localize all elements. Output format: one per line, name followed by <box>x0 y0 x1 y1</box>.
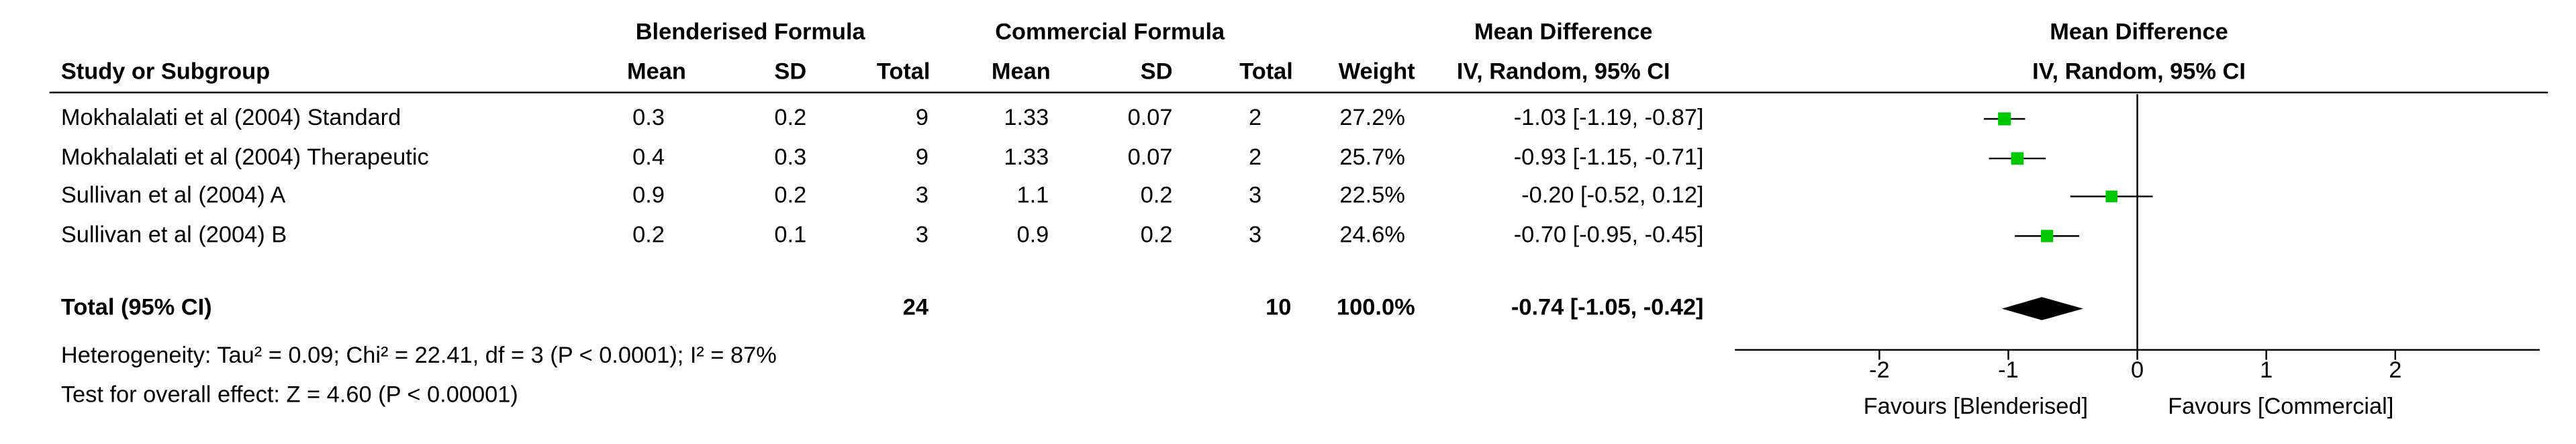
favours-label: Favours [Blenderised] <box>1864 394 2088 419</box>
x-tick-label: 1 <box>2260 357 2273 383</box>
cell: 0.2 <box>632 222 665 247</box>
cell: 0.2 <box>1141 222 1173 247</box>
effect-square <box>1998 112 2011 126</box>
total-cell: 100.0% <box>1337 295 1415 320</box>
effect-square <box>2040 230 2054 242</box>
column-header: Study or Subgroup <box>61 58 270 84</box>
study-name: Mokhalalati et al (2004) Standard <box>61 105 401 130</box>
column-header: Mean <box>627 58 686 84</box>
column-header: SD <box>1141 58 1173 84</box>
cell: 0.2 <box>1141 183 1173 208</box>
study-name: Mokhalalati et al (2004) Therapeutic <box>61 144 429 170</box>
cell: 0.1 <box>774 222 806 247</box>
x-tick-label: 0 <box>2131 357 2144 383</box>
total-cell: 24 <box>903 295 928 320</box>
cell: 2 <box>1249 144 1261 170</box>
note: Heterogeneity: Tau² = 0.09; Chi² = 22.41… <box>61 343 777 368</box>
total-label: Total (95% CI) <box>61 295 212 320</box>
cell: 0.9 <box>1017 222 1049 247</box>
column-header: IV, Random, 95% CI <box>1457 58 1670 84</box>
column-header: Mean Difference <box>1474 19 1653 44</box>
column-header: Total <box>1239 58 1293 84</box>
favours-label: Favours [Commercial] <box>2168 394 2393 419</box>
cell: -0.93 [-1.15, -0.71] <box>1514 144 1704 170</box>
note: Test for overall effect: Z = 4.60 (P < 0… <box>61 382 518 408</box>
effect-square <box>2011 152 2024 165</box>
cell: 0.3 <box>774 144 806 170</box>
group-header: Blenderised Formula <box>636 19 866 44</box>
cell: 9 <box>916 105 928 130</box>
column-header: Total <box>877 58 931 84</box>
plot-subtitle: IV, Random, 95% CI <box>2032 58 2246 84</box>
cell: 0.07 <box>1128 105 1173 130</box>
plot-title: Mean Difference <box>2050 19 2228 44</box>
cell: 9 <box>916 144 928 170</box>
cell: 22.5% <box>1339 183 1404 208</box>
cell: 0.2 <box>774 183 806 208</box>
column-header: Mean <box>992 58 1051 84</box>
cell: 1.33 <box>1004 144 1049 170</box>
cell: 0.2 <box>774 105 806 130</box>
summary-diamond <box>2001 297 2083 320</box>
cell: 0.9 <box>632 183 665 208</box>
cell: 25.7% <box>1339 144 1404 170</box>
column-header: SD <box>774 58 806 84</box>
column-header: Weight <box>1339 58 1415 84</box>
x-tick-label: -1 <box>1998 357 2019 383</box>
study-name: Sullivan et al (2004) B <box>61 222 287 247</box>
x-tick-label: 2 <box>2389 357 2401 383</box>
cell: 27.2% <box>1339 105 1404 130</box>
cell: 3 <box>1249 183 1261 208</box>
cell: 1.1 <box>1017 183 1049 208</box>
cell: 0.3 <box>632 105 665 130</box>
cell: -0.20 [-0.52, 0.12] <box>1521 183 1703 208</box>
cell: 0.07 <box>1128 144 1173 170</box>
cell: 3 <box>916 183 928 208</box>
cell: -1.03 [-1.19, -0.87] <box>1514 105 1704 130</box>
cell: 0.4 <box>632 144 665 170</box>
group-header: Commercial Formula <box>995 19 1225 44</box>
cell: 24.6% <box>1339 222 1404 247</box>
cell: -0.70 [-0.95, -0.45] <box>1514 222 1704 247</box>
effect-square <box>2105 190 2117 203</box>
cell: 2 <box>1249 105 1261 130</box>
cell: 3 <box>916 222 928 247</box>
cell: 1.33 <box>1004 105 1049 130</box>
study-name: Sullivan et al (2004) A <box>61 183 285 208</box>
total-cell: 10 <box>1266 295 1291 320</box>
total-cell: -0.74 [-1.05, -0.42] <box>1511 295 1704 320</box>
cell: 3 <box>1249 222 1261 247</box>
x-tick-label: -2 <box>1869 357 1890 383</box>
